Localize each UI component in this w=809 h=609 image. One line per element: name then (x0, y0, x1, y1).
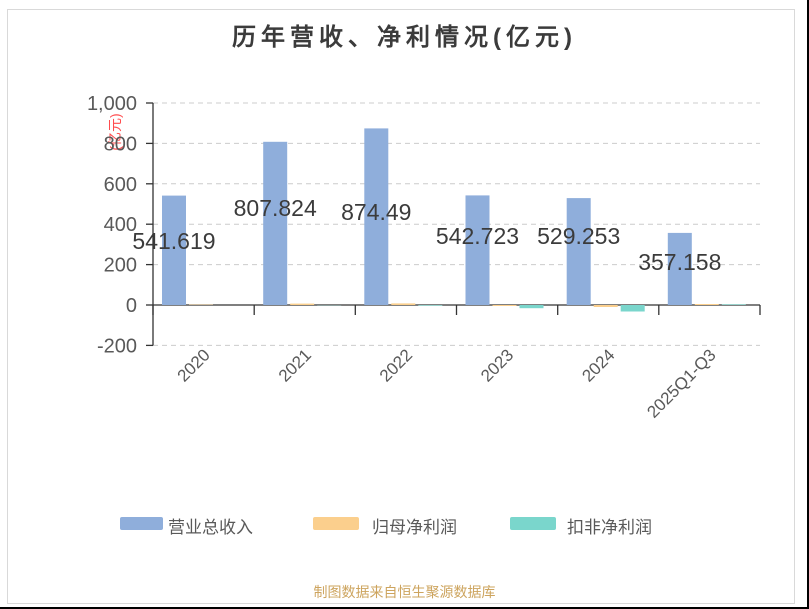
svg-text:0: 0 (126, 295, 137, 317)
svg-text:2022: 2022 (376, 345, 416, 385)
svg-text:600: 600 (104, 174, 137, 196)
svg-text:200: 200 (104, 255, 137, 277)
svg-text:357.158: 357.158 (638, 249, 721, 275)
svg-text:800: 800 (104, 133, 137, 155)
svg-text:2021: 2021 (275, 345, 315, 385)
svg-text:2023: 2023 (477, 345, 517, 385)
svg-text:-200: -200 (97, 335, 137, 357)
svg-text:2020: 2020 (174, 345, 214, 385)
svg-text:1,000: 1,000 (87, 93, 137, 115)
svg-text:2024: 2024 (578, 345, 618, 385)
svg-text:529.253: 529.253 (537, 223, 620, 249)
svg-text:542.723: 542.723 (436, 223, 519, 249)
svg-text:874.49: 874.49 (341, 199, 411, 225)
svg-text:807.824: 807.824 (234, 195, 317, 221)
svg-text:2025Q1-Q3: 2025Q1-Q3 (643, 345, 719, 421)
svg-text:541.619: 541.619 (132, 228, 215, 254)
